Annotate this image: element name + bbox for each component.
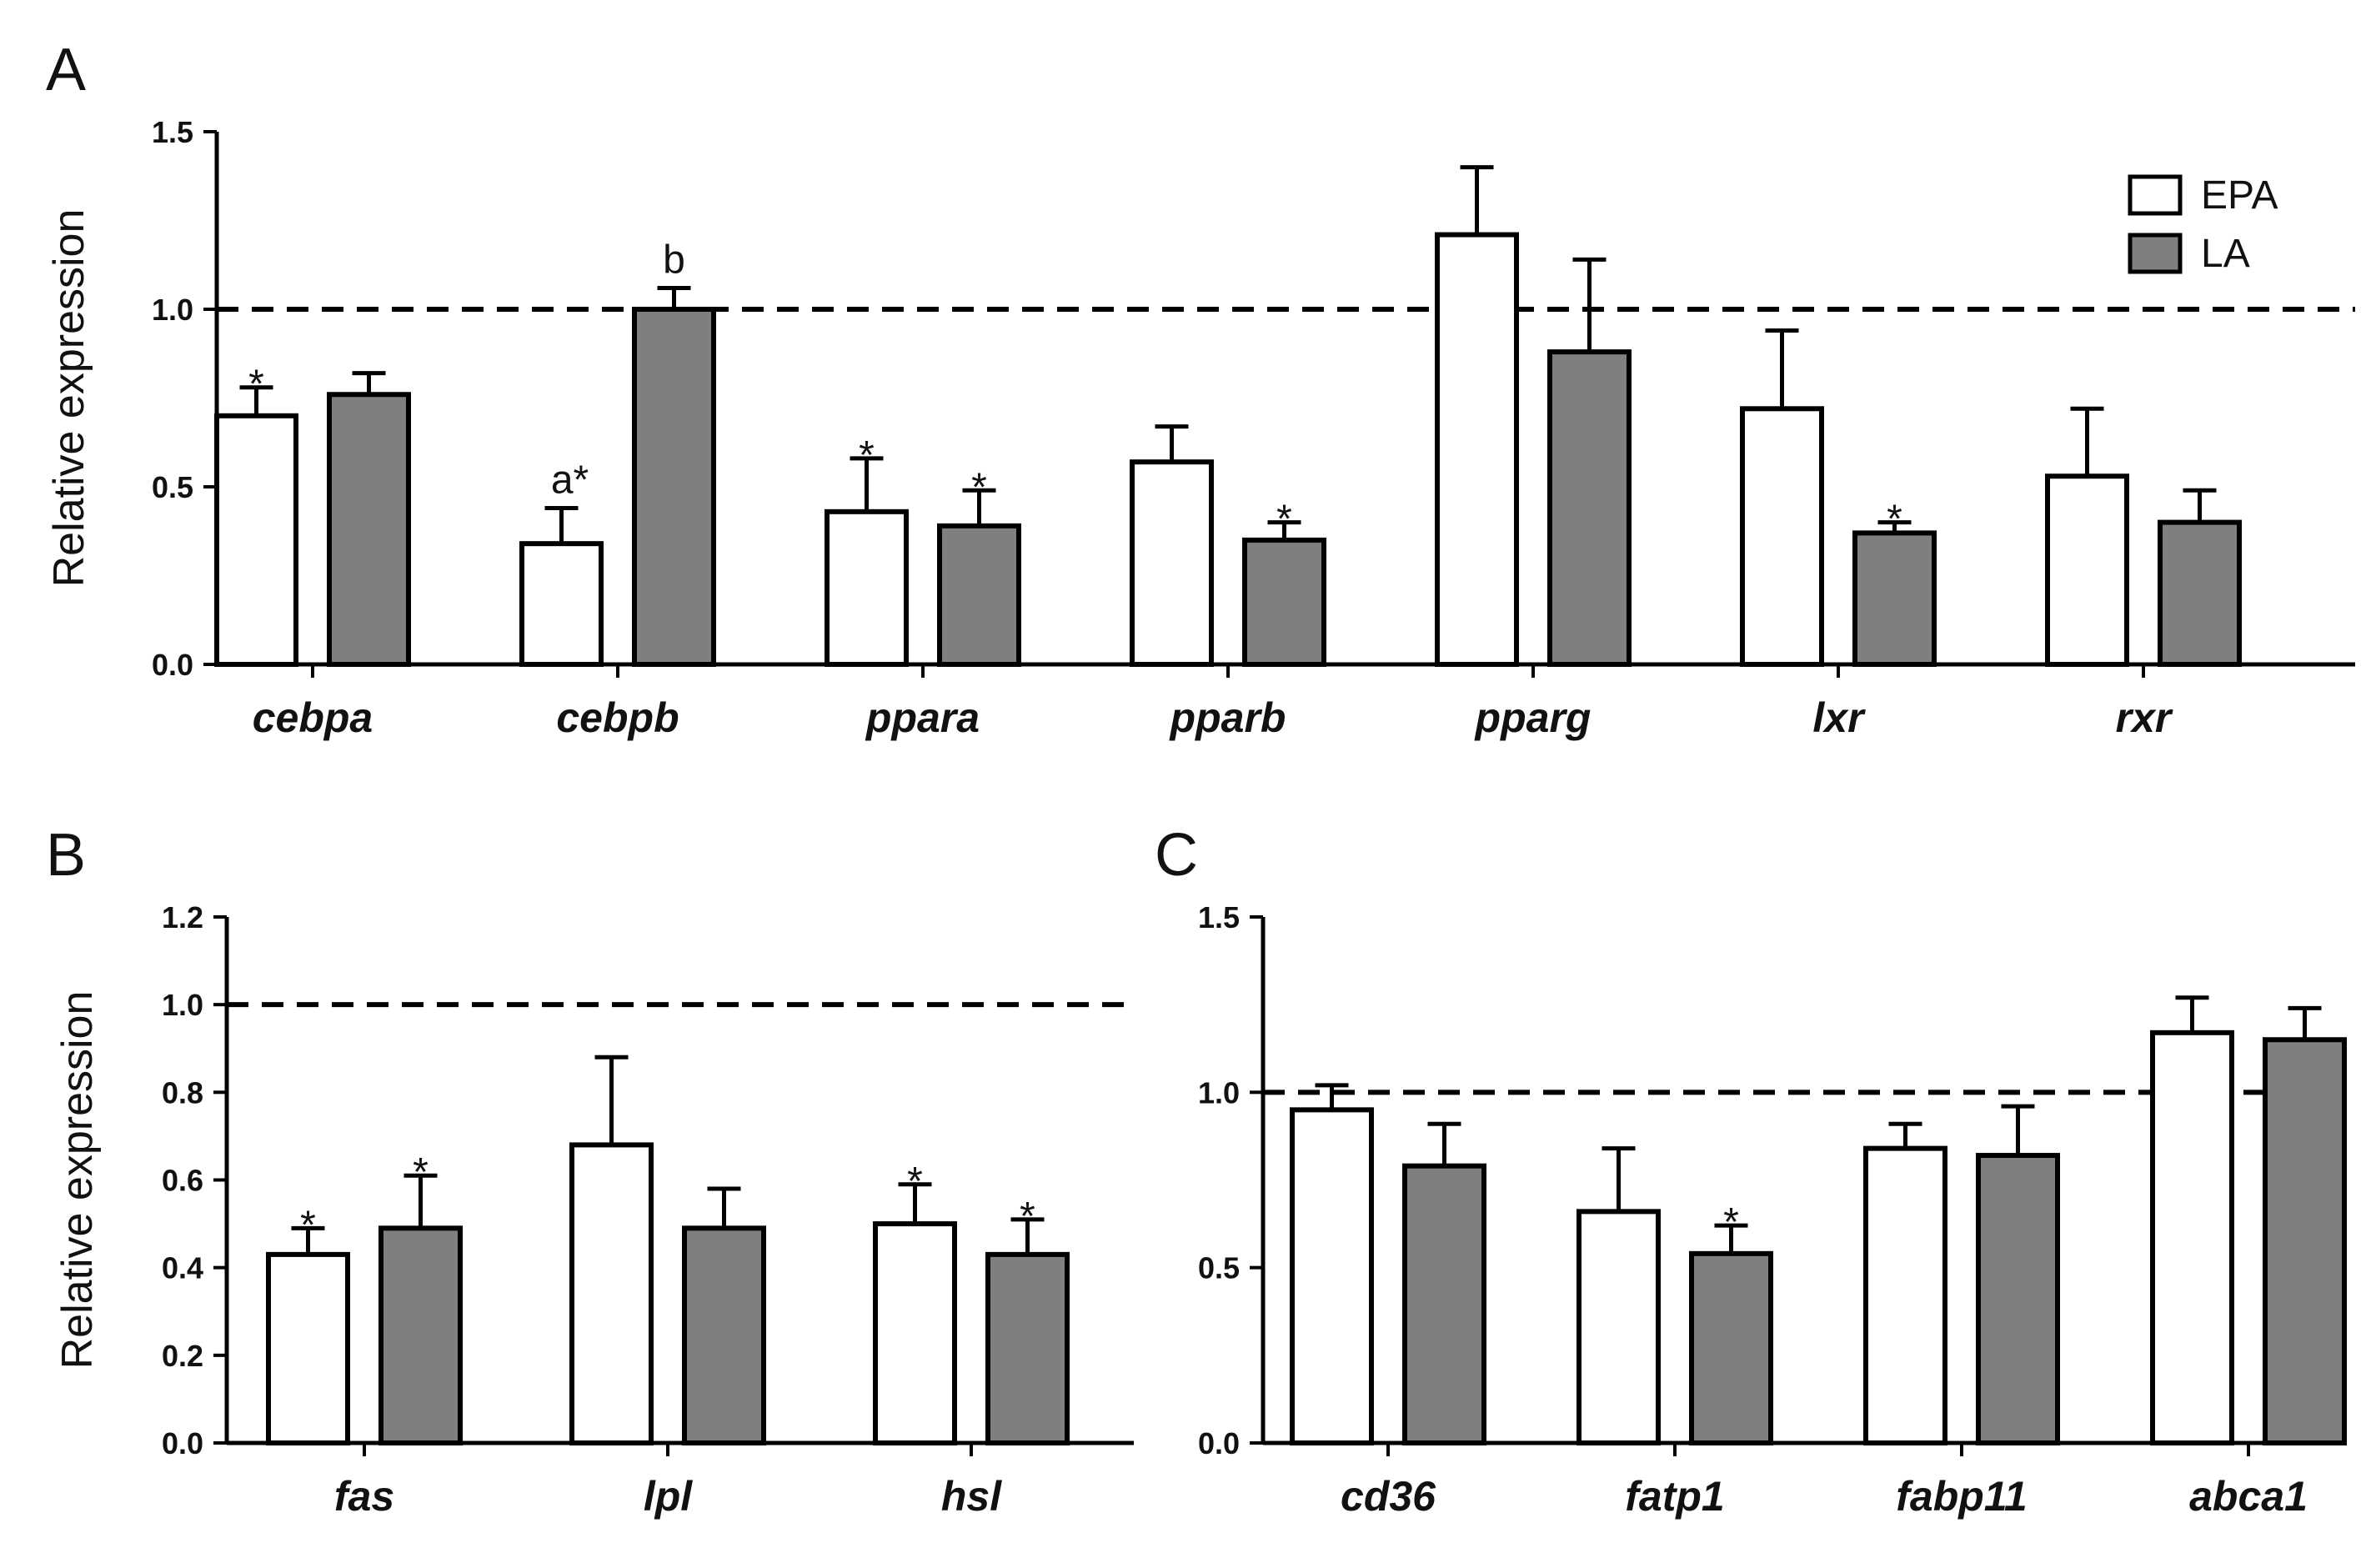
panel-a-bar-epa-cebpb — [519, 541, 604, 667]
legend-label-epa: EPA — [2201, 173, 2278, 218]
panel-a-category-label: rxr — [2116, 694, 2173, 741]
legend-label-la: LA — [2201, 232, 2250, 276]
panel-a-category-label: pparb — [1169, 694, 1286, 741]
panel-b-bar-la-hsl — [985, 1251, 1070, 1446]
panel-b-y-tick-label: 0.0 — [162, 1426, 203, 1460]
panel-b-bar-la-fas — [378, 1225, 463, 1445]
panel-a-significance-star: * — [859, 433, 875, 478]
panel-a-bar-epa-pparg — [1435, 232, 1519, 668]
panel-c-y-tick-label: 0.5 — [1198, 1251, 1240, 1285]
panel-c-bar-la-abca1 — [2263, 1037, 2347, 1445]
panel-a-category-label: cebpa — [253, 694, 373, 741]
panel-a-letter: A — [46, 37, 86, 103]
panel-b-significance-star: * — [413, 1150, 429, 1195]
panel-b-y-tick-label: 1.2 — [162, 900, 203, 934]
panel-b-bar-la-lpl — [682, 1225, 766, 1445]
panel-a-bar-la-ppara — [937, 523, 1021, 667]
panel-a-bar-la-rxr — [2158, 519, 2242, 667]
panel-b-significance-star: * — [1020, 1195, 1035, 1239]
panel-a-bar-la-cebpb — [632, 307, 716, 667]
panel-c-y-tick-label: 0.0 — [1198, 1426, 1240, 1460]
panel-c-category-label: abca1 — [2189, 1473, 2308, 1520]
panel-b-letter: B — [46, 822, 86, 889]
panel-a-significance-star: * — [971, 465, 987, 509]
panel-b-significance-star: * — [300, 1203, 316, 1247]
panel-b-category-label: hsl — [941, 1473, 1002, 1520]
panel-c-category-label: cd36 — [1341, 1473, 1436, 1520]
panel-b-y-axis-title: Relative expression — [53, 991, 102, 1370]
panel-c-bar-la-fatp1 — [1689, 1250, 1773, 1445]
panel-a-category-label: pparg — [1474, 694, 1592, 741]
panel-b-significance-star: * — [907, 1160, 923, 1204]
panel-b-y-tick-label: 1.0 — [162, 988, 203, 1022]
panel-b: B 0.0 0.2 0.4 0.6 0.8 1.0 1.2 * * fas lpl * * hsl Rela… — [46, 822, 1134, 1520]
panel-c-y-tick-label: 1.5 — [1198, 900, 1240, 934]
panel-b-bar-epa-hsl — [873, 1221, 957, 1446]
panel-a-bar-epa-pparb — [1130, 459, 1214, 667]
panel-c: C 0.0 0.5 1.0 1.5 cd36 * fatp1 fabp11 abca1 — [1155, 822, 2347, 1520]
panel-a-y-axis-title: Relative expression — [45, 209, 93, 588]
panel-a-y-tick-label: 0.5 — [152, 470, 193, 504]
panel-a-group-letter: b — [663, 238, 685, 282]
panel-c-category-label: fatp1 — [1625, 1473, 1724, 1520]
panel-a-category-label: ppara — [865, 694, 980, 741]
panel-a-bar-la-pparb — [1242, 537, 1326, 668]
panel-b-category-label: lpl — [644, 1473, 693, 1520]
panel-b-bar-epa-fas — [266, 1251, 350, 1446]
panel-c-significance-star: * — [1723, 1200, 1739, 1245]
panel-a-bar-epa-rxr — [2045, 473, 2129, 667]
panel-a-significance-star: * — [1276, 498, 1292, 542]
panel-a-bar-la-lxr — [1852, 530, 1937, 667]
panel-b-y-tick-label: 0.8 — [162, 1075, 203, 1110]
panel-b-y-tick-label: 0.6 — [162, 1164, 203, 1198]
panel-c-bar-la-fabp11 — [1976, 1153, 2060, 1445]
panel-a: A 0.0 0.5 1.0 1.5 * cebpa a* b cebpb * * ppara * ppar… — [45, 37, 2355, 741]
legend: EPA LA — [2128, 173, 2278, 276]
panel-b-bar-epa-lpl — [569, 1142, 654, 1446]
panel-a-y-tick-label: 0.0 — [152, 648, 193, 682]
panel-a-significance-star: * — [248, 363, 264, 407]
panel-c-bar-epa-fabp11 — [1863, 1145, 1947, 1445]
panel-c-bar-la-cd36 — [1402, 1163, 1486, 1445]
panel-c-bar-epa-fatp1 — [1576, 1209, 1661, 1445]
panel-a-y-tick-label: 1.0 — [152, 293, 193, 327]
panel-a-category-label: lxr — [1812, 694, 1866, 741]
panel-a-bar-la-pparg — [1547, 349, 1632, 667]
legend-swatch-epa — [2128, 174, 2183, 216]
panel-a-significance-star: * — [1887, 498, 1902, 542]
legend-swatch-la — [2128, 233, 2183, 274]
panel-c-letter: C — [1155, 822, 1198, 889]
panel-b-category-label: fas — [334, 1473, 394, 1520]
panel-a-y-tick-label: 1.5 — [152, 115, 193, 149]
panel-a-bar-epa-lxr — [1740, 406, 1824, 667]
panel-c-bar-epa-cd36 — [1290, 1107, 1374, 1446]
panel-b-y-tick-label: 0.2 — [162, 1339, 203, 1373]
panel-b-y-tick-label: 0.4 — [162, 1251, 203, 1285]
panel-a-bar-epa-cebpa — [214, 413, 298, 667]
panel-c-bar-epa-abca1 — [2150, 1029, 2234, 1445]
panel-a-bar-la-cebpa — [327, 392, 411, 667]
panel-c-y-tick-label: 1.0 — [1198, 1075, 1240, 1110]
panel-a-category-label: cebpb — [556, 694, 679, 741]
panel-c-category-label: fabp11 — [1896, 1473, 2027, 1520]
panel-a-bar-epa-ppara — [825, 508, 909, 667]
panel-a-significance-label: a* — [551, 458, 589, 503]
